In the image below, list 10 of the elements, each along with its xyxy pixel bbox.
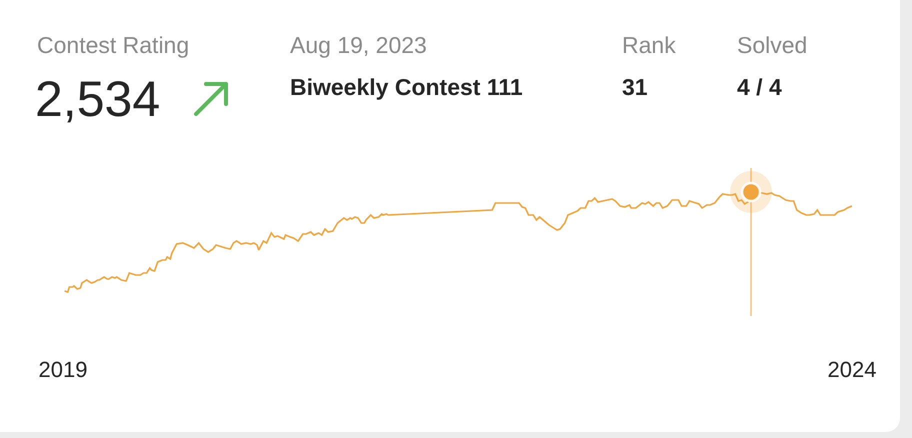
text: Biweekly Contest 111 [290, 74, 523, 101]
text: Contest Rating [37, 32, 190, 59]
text: Rank [622, 32, 676, 59]
x-tick-label: 2024 [828, 357, 876, 382]
text: 31 [622, 74, 648, 101]
text: 2,534 [35, 70, 160, 128]
text: Aug 19, 2023 [290, 32, 427, 59]
x-tick-label: 2019 [38, 357, 88, 382]
text: 4 / 4 [737, 74, 782, 101]
text: Solved [737, 32, 808, 59]
